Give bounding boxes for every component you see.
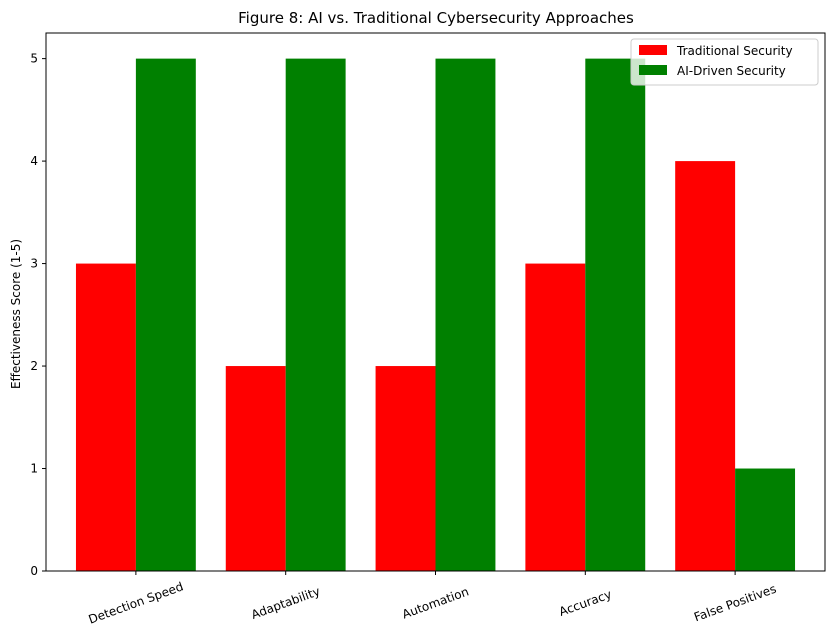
legend-label: Traditional Security	[676, 44, 793, 58]
legend: Traditional Security AI-Driven Security	[630, 38, 819, 86]
x-tick-label: Automation	[400, 584, 470, 621]
x-tick-label: Accuracy	[557, 587, 613, 619]
y-axis-label: Effectiveness Score (1-5)	[9, 239, 23, 389]
bar-ai-driven	[135, 58, 196, 572]
x-tick-label: Detection Speed	[87, 579, 186, 626]
bar-ai-driven	[585, 58, 646, 572]
bar-traditional	[525, 263, 586, 571]
bar-traditional	[375, 366, 436, 571]
legend-frame	[630, 38, 819, 86]
y-tick-label: 3	[30, 257, 38, 271]
y-tick-label: 0	[30, 564, 38, 578]
bar-traditional	[225, 366, 286, 571]
y-tick-label: 5	[30, 52, 38, 66]
y-tick-label: 2	[30, 359, 38, 373]
bar-traditional	[675, 161, 736, 571]
bar-traditional	[75, 263, 136, 571]
bar-ai-driven	[285, 58, 346, 572]
bar-ai-driven	[435, 58, 496, 572]
legend-swatch	[639, 45, 667, 55]
x-tick-label: Adaptability	[249, 584, 322, 622]
chart-title: Figure 8: AI vs. Traditional Cybersecuri…	[238, 9, 634, 27]
y-tick-label: 4	[30, 154, 38, 168]
x-tick-label: False Positives	[692, 582, 778, 625]
y-tick-label: 1	[30, 462, 38, 476]
legend-label: AI-Driven Security	[677, 64, 786, 78]
bar-ai-driven	[735, 468, 796, 571]
legend-swatch	[639, 65, 667, 75]
plot-area: 0 1 2 3 4 5 Detection Speed Adaptability Automat…	[30, 32, 826, 627]
